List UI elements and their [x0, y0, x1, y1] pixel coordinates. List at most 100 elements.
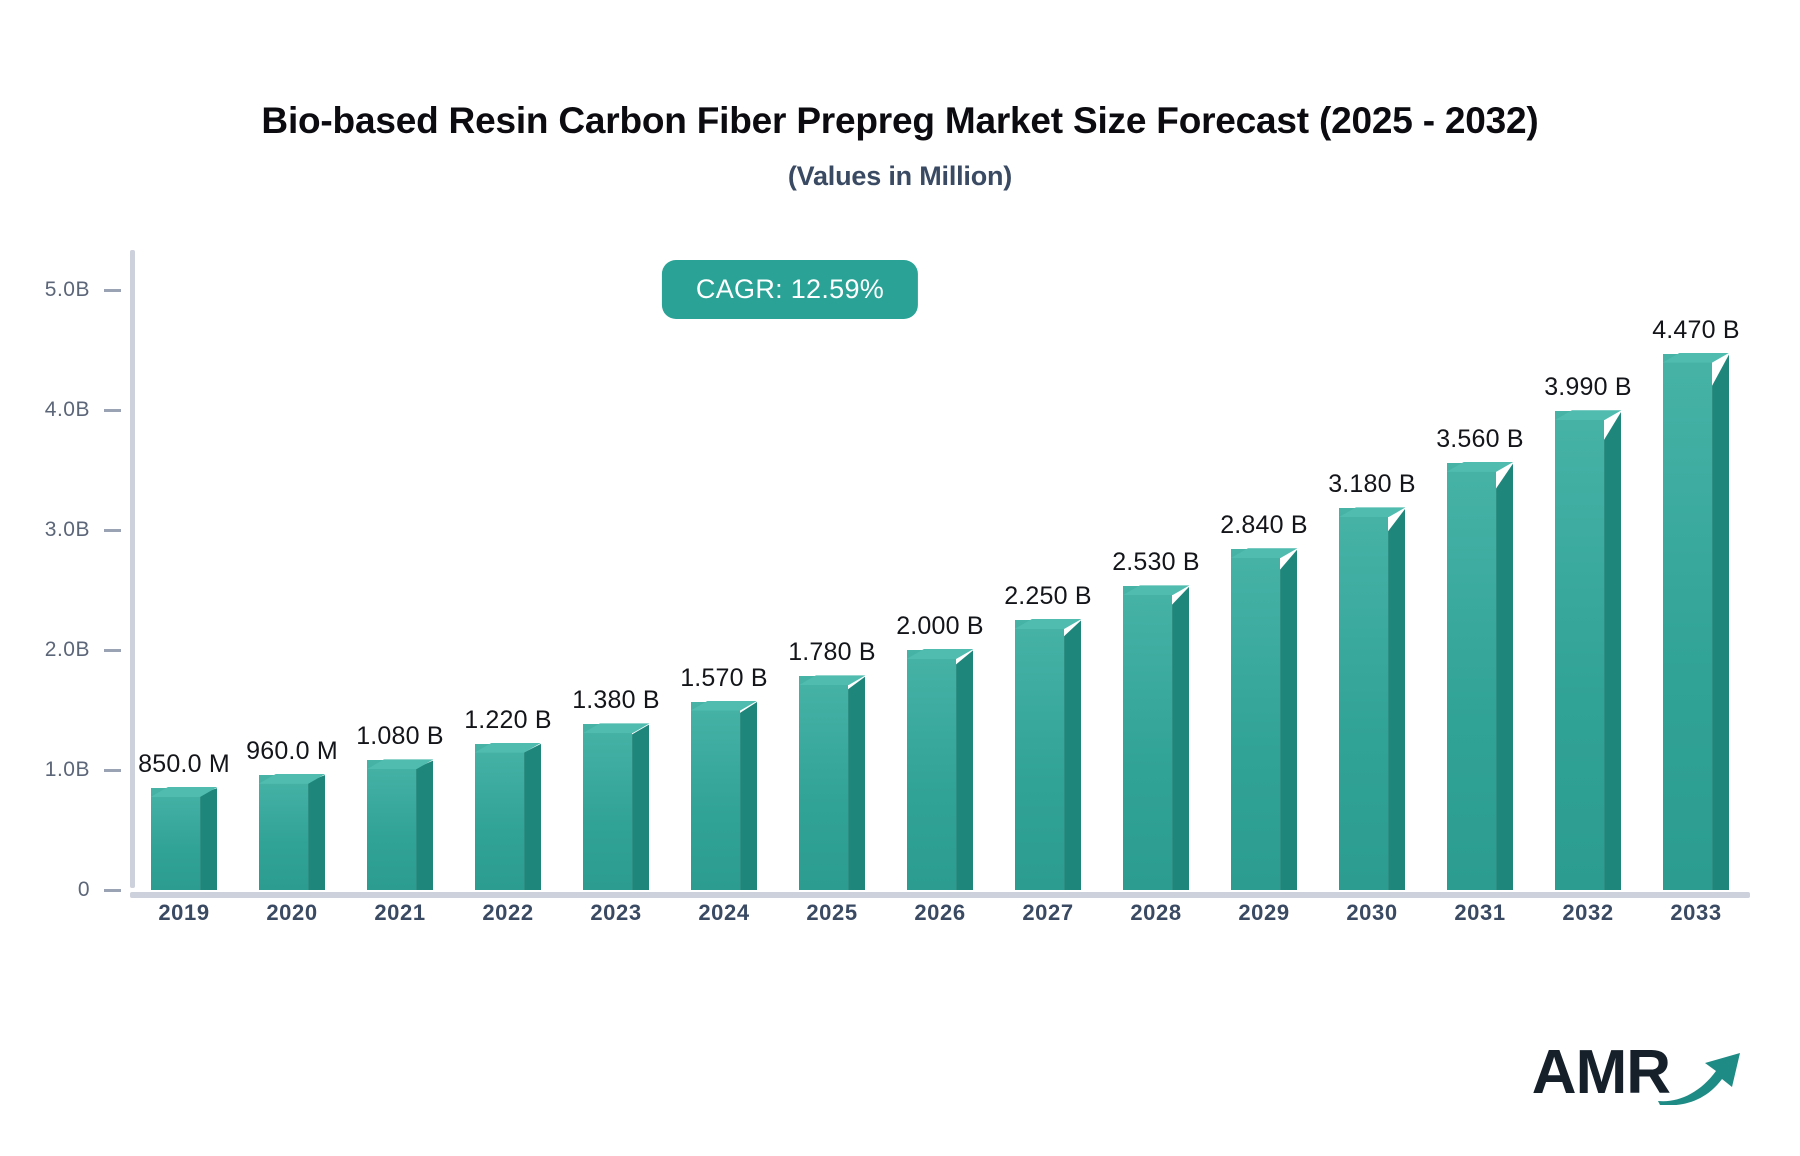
bar-slot: 2.840 B [1220, 290, 1308, 890]
x-axis-label: 2022 [482, 900, 534, 925]
x-axis-label: 2027 [1022, 900, 1074, 925]
bar[interactable]: 2.000 B [896, 612, 984, 890]
bar-front-face [366, 760, 417, 890]
bar-top-face [1338, 507, 1406, 518]
y-axis-tick: 5.0B [45, 278, 130, 302]
bar-slot: 3.990 B [1544, 290, 1632, 890]
bar-slot: 3.560 B [1436, 290, 1524, 890]
bar[interactable]: 2.840 B [1220, 511, 1308, 890]
x-axis-label: 2032 [1562, 900, 1614, 925]
bar-front-face [1446, 462, 1497, 890]
y-axis-line [130, 250, 135, 888]
y-axis-tick: 4.0B [45, 398, 130, 422]
bar-front-face [690, 701, 741, 890]
bar-side-face [632, 724, 650, 890]
bar-slot: 960.0 M [246, 290, 338, 890]
x-axis-label: 2019 [158, 900, 210, 925]
bar-value-label: 1.220 B [464, 705, 552, 734]
bar[interactable]: 4.470 B [1652, 316, 1740, 890]
bar-side-face [1496, 462, 1514, 890]
bar[interactable]: 3.180 B [1328, 470, 1416, 890]
bar-value-label: 960.0 M [246, 736, 338, 765]
bar-slot: 1.780 B [788, 290, 876, 890]
logo-text: AMR [1531, 1038, 1671, 1107]
y-axis-tick-mark [104, 408, 121, 412]
bar-side-face [308, 774, 326, 890]
bar-slot: 1.080 B [356, 290, 444, 890]
bar-top-face [150, 787, 218, 797]
cagr-badge: CAGR: 12.59% [661, 260, 919, 319]
bar-top-face [366, 759, 434, 770]
title-block: Bio-based Resin Carbon Fiber Prepreg Mar… [0, 100, 1800, 192]
x-axis-label: 2020 [266, 900, 318, 925]
bar-front-face [474, 743, 525, 890]
x-axis-label: 2026 [914, 900, 966, 925]
bar-front-face [1014, 620, 1065, 890]
bar-value-label: 2.250 B [1004, 582, 1092, 610]
bar-side-face [1388, 508, 1406, 890]
bar[interactable]: 3.990 B [1544, 373, 1632, 890]
bar[interactable]: 850.0 M [138, 750, 230, 890]
x-axis-label: 2021 [374, 900, 426, 925]
x-axis-label: 2029 [1238, 900, 1290, 925]
bar[interactable]: 3.560 B [1436, 425, 1524, 890]
x-axis-label: 2023 [590, 900, 642, 925]
bar[interactable]: 1.220 B [464, 706, 552, 890]
bar[interactable]: 2.250 B [1004, 582, 1092, 890]
chart-subtitle: (Values in Million) [787, 160, 1013, 191]
bar-front-face [798, 676, 849, 890]
bar-top-face [798, 675, 866, 686]
bar-top-face [1122, 585, 1190, 596]
x-axis-label: 2028 [1130, 900, 1182, 925]
bar-slot: 1.220 B [464, 290, 552, 890]
bar-slot: 4.470 B [1652, 290, 1740, 890]
y-axis-tick-mark [104, 528, 121, 532]
bar[interactable]: 1.080 B [356, 722, 444, 890]
bar-side-face [848, 676, 866, 890]
bar-front-face [1338, 508, 1389, 890]
bar-side-face [1604, 411, 1622, 890]
bar-front-face [258, 774, 309, 890]
bar-series: 850.0 M 960.0 M 1.080 B 1.220 B 1.380 B 1.570… [130, 290, 1750, 890]
bar[interactable]: 960.0 M [246, 737, 338, 890]
bar-side-face [524, 743, 542, 890]
bar-value-label: 2.530 B [1112, 548, 1200, 577]
bar[interactable]: 1.570 B [680, 664, 768, 890]
bar-front-face [1662, 353, 1713, 890]
bar-top-face [1446, 461, 1514, 472]
bar-value-label: 3.560 B [1436, 424, 1524, 453]
bar[interactable]: 1.380 B [572, 686, 660, 890]
plot-area: 0 1.0B 2.0B 3.0B 4.0B 5.0B 850.0 M 960.0 M 1.08… [45, 250, 1750, 901]
y-axis-tick: 0 [78, 878, 130, 902]
bar-value-label: 1.570 B [680, 663, 768, 692]
bar-slot: 2.000 B [896, 290, 984, 890]
x-axis-line [130, 892, 1750, 898]
bar-slot: 3.180 B [1328, 290, 1416, 890]
bar-top-face [1230, 548, 1298, 559]
bar-side-face [1280, 549, 1298, 890]
bar-slot: 1.570 B [680, 290, 768, 890]
bar-side-face [740, 701, 758, 890]
bar-slot: 850.0 M [138, 290, 230, 890]
bar-side-face [956, 650, 974, 890]
bar-top-face [1662, 352, 1730, 363]
bar-side-face [1712, 353, 1730, 890]
bar-value-label: 4.470 B [1652, 315, 1740, 344]
bar-value-label: 2.000 B [896, 612, 984, 640]
bar-value-label: 850.0 M [138, 750, 230, 778]
bar-top-face [582, 723, 650, 734]
amr-logo: AMR [1531, 1038, 1742, 1107]
bar-side-face [200, 788, 218, 890]
bar[interactable]: 1.780 B [788, 638, 876, 890]
growth-arrow-icon [1656, 1043, 1742, 1110]
y-axis-tick-label: 2.0B [44, 638, 90, 661]
y-axis-tick-mark [104, 288, 121, 292]
x-axis-label: 2033 [1670, 900, 1722, 925]
bar-top-face [1554, 410, 1622, 421]
bar-front-face [1554, 411, 1605, 890]
bar-top-face [258, 773, 326, 784]
y-axis-tick-mark [104, 768, 121, 772]
y-axis-tick-mark [104, 888, 121, 892]
bar[interactable]: 2.530 B [1112, 548, 1200, 890]
